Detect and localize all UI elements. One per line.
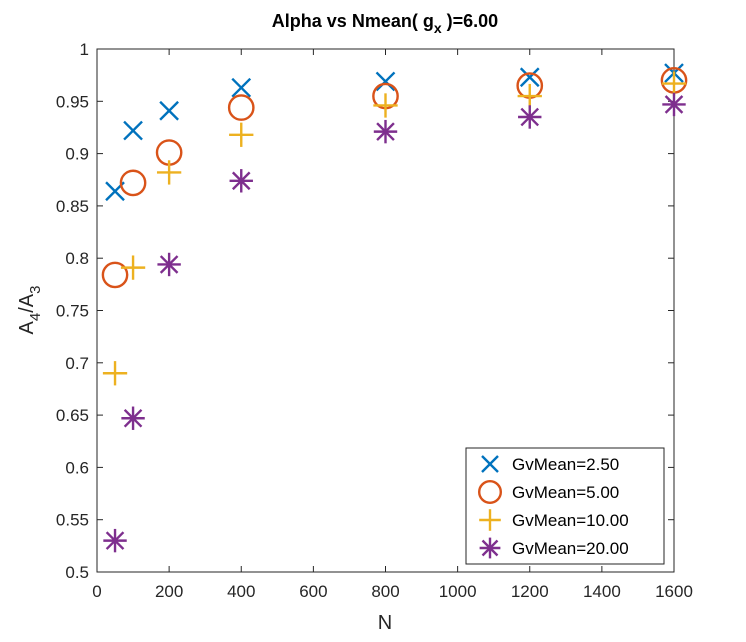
legend-label: GvMean=5.00 <box>512 483 619 502</box>
data-point <box>661 71 687 96</box>
data-point <box>231 77 252 98</box>
legend-marker <box>479 537 501 559</box>
data-point <box>373 119 398 144</box>
legend-marker <box>479 509 501 531</box>
y-axis: 0.5 0.55 0.6 0.65 0.7 0.75 0.8 0.85 0.9 0.95 1 <box>56 40 674 582</box>
y-tick-label: 0.6 <box>65 458 89 477</box>
y-tick-label: 0.8 <box>65 249 89 268</box>
ylabel-sub1: 4 <box>27 313 44 321</box>
x-axis: 0 200 400 600 800 1000 1200 1400 1600 <box>92 49 693 601</box>
data-point <box>519 67 540 88</box>
ylabel-main: A <box>16 320 38 334</box>
data-point <box>102 361 128 386</box>
series-asterisk <box>103 92 686 553</box>
data-point <box>373 93 398 118</box>
legend-label: GvMean=2.50 <box>512 455 619 474</box>
x-tick-label: 200 <box>155 582 183 601</box>
y-tick-label: 0.5 <box>65 563 89 582</box>
y-tick-label: 0.55 <box>56 511 89 530</box>
data-point <box>101 261 129 289</box>
y-tick-label: 0.85 <box>56 197 89 216</box>
legend-box <box>465 447 665 565</box>
data-point <box>156 160 182 185</box>
data-point <box>662 92 686 117</box>
legend-marker <box>481 455 499 473</box>
x-tick-label: 0 <box>92 582 101 601</box>
legend-marker <box>478 480 503 505</box>
y-tick-label: 0.75 <box>56 302 89 321</box>
chart-title: Alpha vs Nmean( gx )=6.00 <box>272 11 498 36</box>
y-tick-label: 0.7 <box>65 354 89 373</box>
y-tick-label: 1 <box>80 40 89 59</box>
x-tick-label: 1000 <box>439 582 477 601</box>
data-point <box>103 528 127 553</box>
ylabel-mid: /A <box>16 293 38 313</box>
x-tick-label: 800 <box>371 582 399 601</box>
y-tick-label: 0.9 <box>65 145 89 164</box>
data-point <box>375 71 396 92</box>
title-main: Alpha vs Nmean( g <box>272 11 434 31</box>
ylabel-sub2: 3 <box>27 286 44 294</box>
title-subscript: x <box>434 20 442 36</box>
data-point <box>229 169 253 193</box>
data-markers <box>101 63 688 553</box>
data-point <box>159 100 179 121</box>
legend-label: GvMean=20.00 <box>512 539 629 558</box>
x-axis-label: N <box>378 612 392 634</box>
x-tick-label: 1600 <box>655 582 693 601</box>
data-point <box>518 105 542 129</box>
data-point <box>123 120 143 141</box>
series-plus <box>102 71 687 386</box>
y-tick-label: 0.65 <box>56 406 89 425</box>
data-point <box>121 406 145 430</box>
data-point <box>229 122 254 147</box>
legend-label: GvMean=10.00 <box>512 511 629 530</box>
data-point <box>119 169 147 197</box>
data-point <box>227 94 255 121</box>
y-axis-label: A4/A3 <box>16 286 44 335</box>
x-tick-label: 400 <box>227 582 255 601</box>
data-point <box>120 255 146 280</box>
legend: GvMean=2.50 GvMean=5.00 GvMean=10.00 GvMean… <box>465 447 665 565</box>
title-tail: )=6.00 <box>442 11 499 31</box>
x-tick-label: 1400 <box>583 582 621 601</box>
x-tick-label: 1200 <box>511 582 549 601</box>
data-point <box>157 252 181 277</box>
data-point <box>517 83 542 109</box>
x-tick-label: 600 <box>299 582 327 601</box>
y-tick-label: 0.95 <box>56 92 89 111</box>
